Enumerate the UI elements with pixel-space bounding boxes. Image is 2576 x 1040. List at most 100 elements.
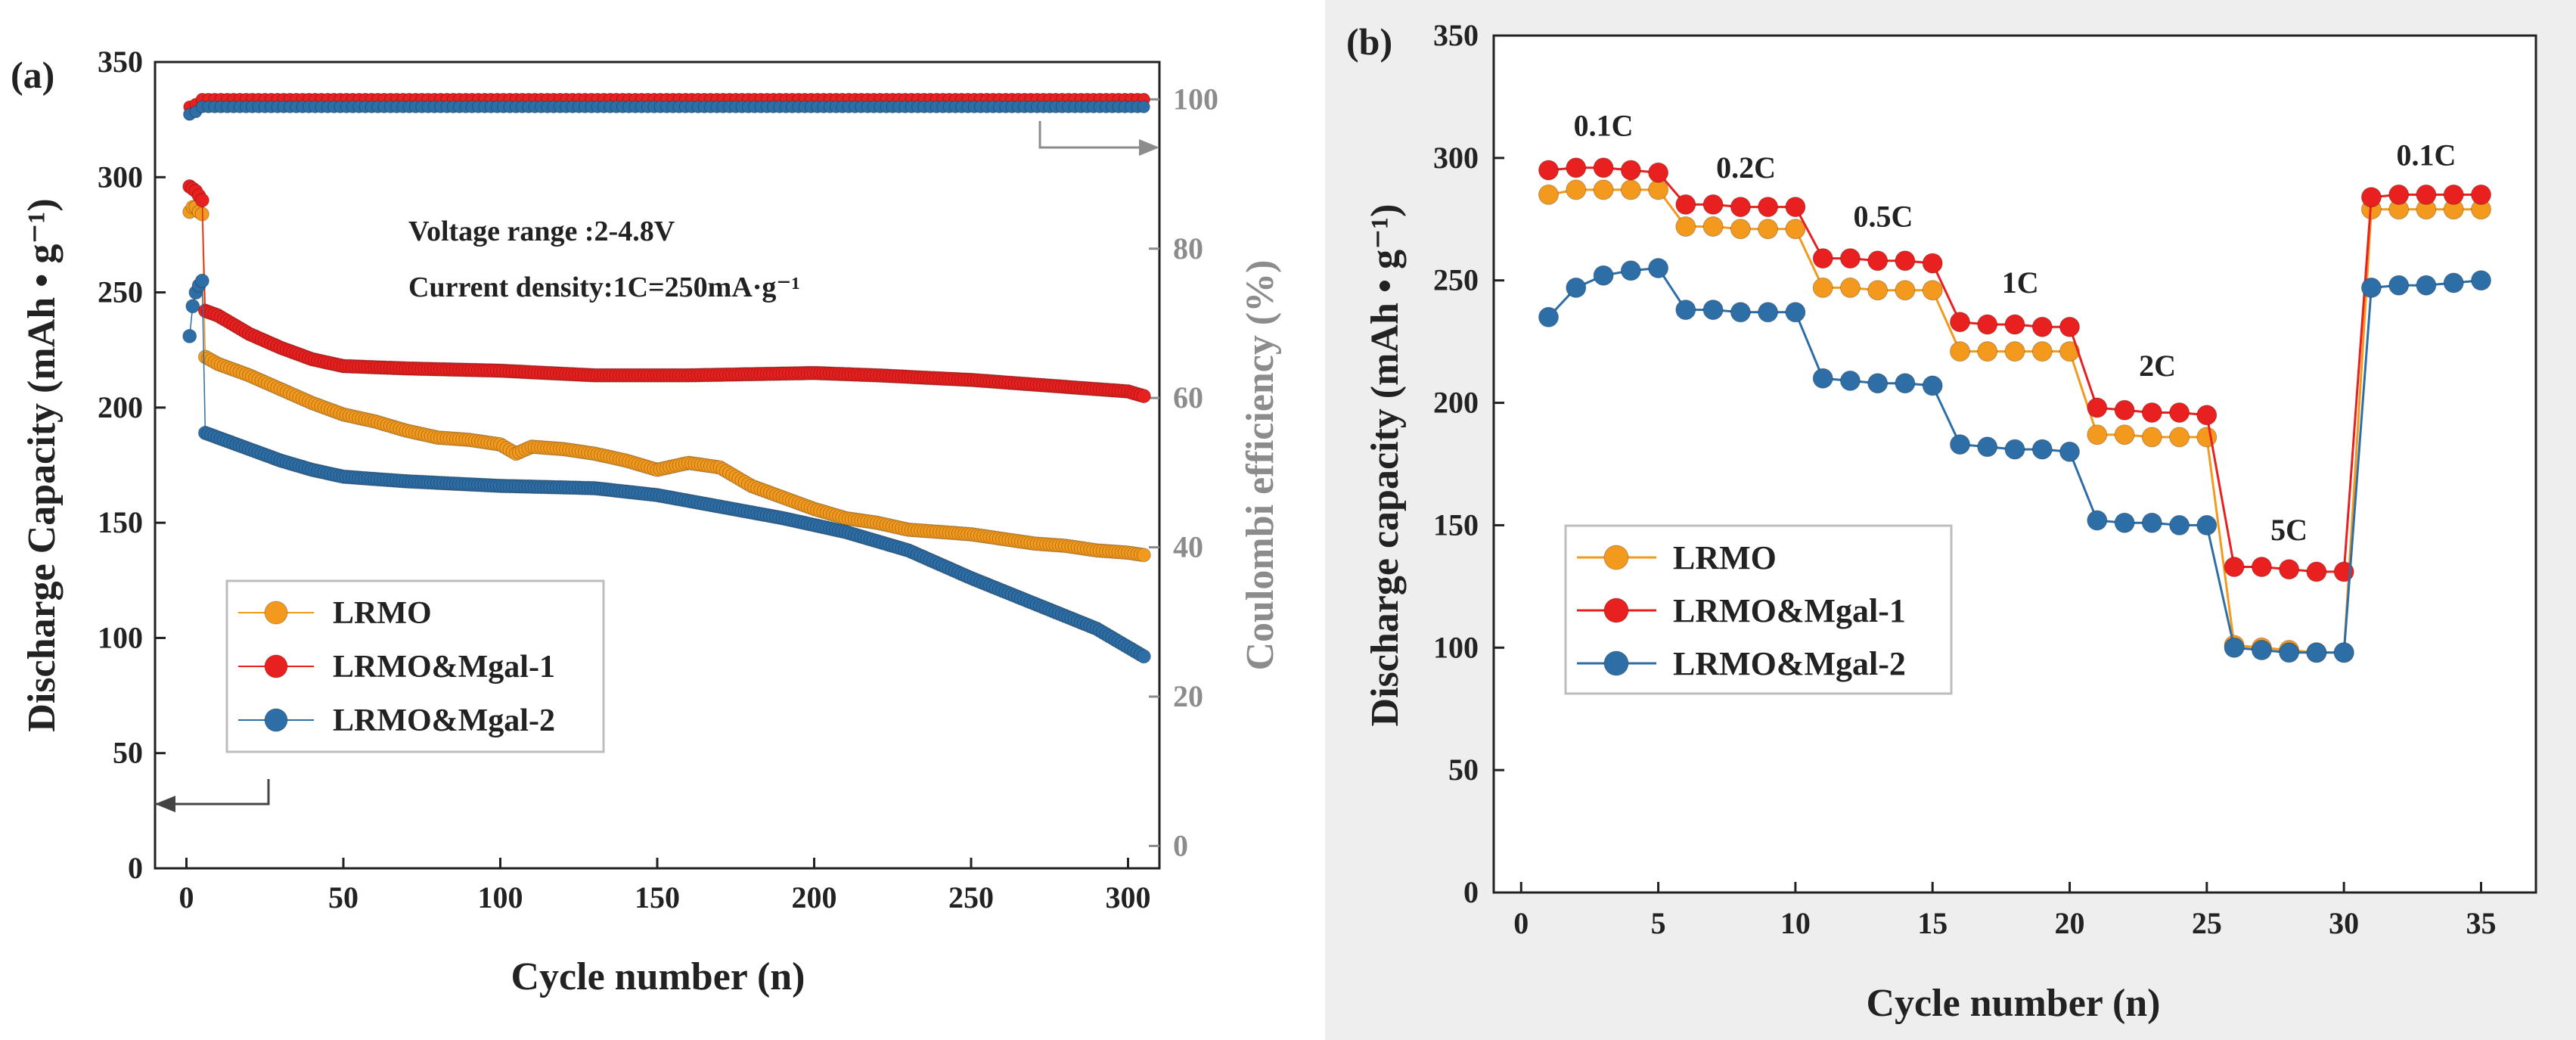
rate-label: 5C <box>2270 513 2308 547</box>
data-point-lrmo-mgal-2 <box>1620 260 1641 281</box>
data-point-lrmo <box>1566 179 1587 200</box>
data-point-lrmo-mgal-2 <box>2388 275 2410 296</box>
data-point-lrmo-mgal-2 <box>1895 373 1916 394</box>
x-axis-title-a: Cycle number (n) <box>511 955 805 998</box>
data-point-lrmo <box>2141 427 2162 448</box>
panel-a: (a) 0 50 100 150 200 250 300 05010015020025030… <box>0 0 1282 1040</box>
y2-tick-label-a: 20 <box>1173 679 1203 713</box>
data-point-lrmo <box>1867 280 1889 301</box>
legend-a-marker <box>264 601 288 625</box>
x-tick-label-a: 150 <box>635 880 680 914</box>
data-point-lrmo <box>1730 219 1751 240</box>
legend-b-label: LRMO&Mgal-1 <box>1673 592 1906 629</box>
rate-label: 1C <box>2002 265 2039 300</box>
data-point-lrmo-mgal-2 <box>1867 373 1889 394</box>
data-point-lrmo <box>2196 427 2218 448</box>
series-a <box>182 92 1151 664</box>
capacity-point-lrmo-mgal-2 <box>182 328 197 343</box>
data-point-lrmo-mgal-1 <box>2059 316 2080 337</box>
y-axis-title-b: Discharge capacity (mAh • g⁻¹) <box>1364 204 1407 727</box>
data-point-lrmo-mgal-1 <box>2224 557 2245 577</box>
annotation-voltage: Voltage range :2-4.8V <box>408 216 675 247</box>
y-tick-label-b: 50 <box>1448 753 1479 787</box>
data-point-lrmo-mgal-2 <box>2196 514 2218 536</box>
y2-tick-label-a: 80 <box>1173 231 1203 265</box>
data-point-lrmo-mgal-1 <box>1977 314 1998 335</box>
data-point-lrmo <box>1620 179 1641 200</box>
data-point-lrmo-mgal-1 <box>2031 316 2053 337</box>
data-point-lrmo-mgal-1 <box>2279 559 2300 580</box>
data-point-lrmo-mgal-2 <box>1648 258 1669 278</box>
data-point-lrmo-mgal-2 <box>1566 277 1587 298</box>
x-axis-title-b: Cycle number (n) <box>1866 982 2160 1025</box>
legend-a-label: LRMO&Mgal-2 <box>333 703 555 738</box>
legend-a: LRMO LRMO&Mgal-1 LRMO&Mgal-2 <box>225 579 605 753</box>
data-point-lrmo <box>1839 277 1861 298</box>
capacity-point-lrmo-mgal-2 <box>185 299 200 314</box>
data-point-lrmo-mgal-2 <box>1730 302 1751 323</box>
legend-b-label: LRMO&Mgal-2 <box>1673 645 1906 682</box>
data-point-lrmo-mgal-2 <box>2306 642 2327 663</box>
data-point-lrmo-mgal-2 <box>2031 439 2053 460</box>
data-point-lrmo-mgal-2 <box>2471 270 2491 291</box>
y-tick-label-b: 0 <box>1463 875 1479 909</box>
data-point-lrmo <box>2087 424 2108 445</box>
data-point-lrmo-mgal-1 <box>1648 162 1669 183</box>
x-tick-label-b: 5 <box>1651 906 1666 940</box>
capacity-point-lrmo-mgal-2 <box>194 273 209 288</box>
x-tick-label-a: 100 <box>478 880 523 914</box>
data-point-lrmo <box>2059 341 2080 362</box>
data-point-lrmo-mgal-1 <box>1895 250 1916 272</box>
data-point-lrmo-mgal-2 <box>1538 306 1559 328</box>
x-tick-label-b: 35 <box>2466 906 2496 940</box>
capacity-arrowhead <box>155 796 175 812</box>
annotation-current: Current density:1C=250mA·g⁻¹ <box>408 272 800 303</box>
y-tick-label-a: 250 <box>98 275 143 309</box>
rate-label: 0.5C <box>1853 199 1913 233</box>
data-point-lrmo <box>1675 216 1696 237</box>
rate-label: 0.1C <box>2397 138 2457 172</box>
data-point-lrmo-mgal-2 <box>1812 368 1833 389</box>
x-tick-label-b: 0 <box>1513 906 1529 940</box>
data-point-lrmo-mgal-1 <box>1702 194 1724 215</box>
data-point-lrmo-mgal-2 <box>2087 510 2108 531</box>
data-point-lrmo-mgal-1 <box>1593 157 1614 179</box>
data-point-lrmo <box>1950 341 1970 362</box>
data-point-lrmo-mgal-2 <box>1839 370 1861 391</box>
data-point-lrmo-mgal-2 <box>1702 300 1724 321</box>
rate-label: 0.1C <box>1574 109 1634 143</box>
y-tick-label-b: 100 <box>1433 630 1479 664</box>
data-point-lrmo-mgal-1 <box>2306 561 2327 582</box>
data-point-lrmo-mgal-1 <box>1785 197 1806 218</box>
rate-labels-b: 0.1C 0.2C 0.5C 1C 2C 5C 0.1C <box>1574 109 2457 547</box>
legend-b-marker <box>1603 650 1629 676</box>
data-point-lrmo-mgal-1 <box>2004 314 2025 335</box>
data-point-lrmo-mgal-1 <box>1538 160 1559 181</box>
data-point-lrmo-mgal-2 <box>2224 637 2245 658</box>
data-point-lrmo <box>1812 277 1833 298</box>
legend-b-label: LRMO <box>1673 539 1777 576</box>
data-point-lrmo <box>2031 341 2053 362</box>
y-tick-label-a: 150 <box>98 505 143 539</box>
data-point-lrmo-mgal-2 <box>1758 302 1779 323</box>
y2-axis-title-a: Coulombi efficiency (%) <box>1239 259 1282 670</box>
y-tick-label-a: 50 <box>113 736 143 770</box>
x-tick-label-a: 300 <box>1106 880 1151 914</box>
data-point-lrmo-mgal-2 <box>1950 434 1970 455</box>
data-point-lrmo-mgal-2 <box>2443 272 2464 293</box>
data-point-lrmo <box>1593 179 1614 200</box>
data-point-lrmo-mgal-2 <box>2279 642 2300 663</box>
y-tick-label-a: 100 <box>98 620 143 654</box>
data-point-lrmo <box>1702 216 1724 237</box>
plot-area-b <box>1492 34 2537 894</box>
legend-b: LRMO LRMO&Mgal-1 LRMO&Mgal-2 <box>1564 524 1953 695</box>
legend-a-marker <box>264 654 288 678</box>
legend-a-label: LRMO <box>333 596 432 631</box>
y2-axis-a: 0 20 40 60 80 100 <box>1149 82 1218 862</box>
data-point-lrmo-mgal-1 <box>2087 397 2108 418</box>
x-tick-label-b: 20 <box>2055 906 2085 940</box>
data-point-lrmo-mgal-2 <box>2416 275 2437 296</box>
data-point-lrmo-mgal-1 <box>1867 250 1889 272</box>
data-point-lrmo-mgal-1 <box>1812 248 1833 269</box>
